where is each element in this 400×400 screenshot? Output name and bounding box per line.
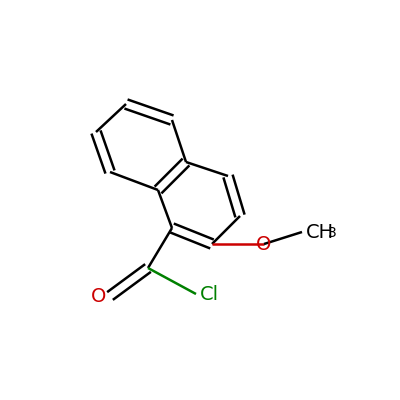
Text: 3: 3 bbox=[328, 226, 337, 240]
Text: O: O bbox=[256, 234, 272, 254]
Text: CH: CH bbox=[306, 222, 334, 242]
Text: Cl: Cl bbox=[200, 284, 219, 304]
Text: O: O bbox=[91, 286, 106, 306]
